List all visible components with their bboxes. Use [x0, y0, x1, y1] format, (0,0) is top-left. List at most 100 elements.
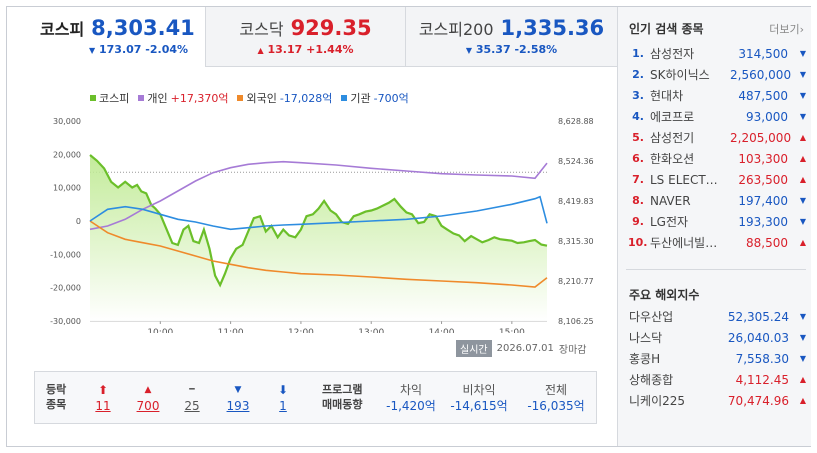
up-arrow-icon: ▲: [799, 175, 806, 184]
divider: [626, 269, 806, 270]
up-arrow-icon: ▲: [799, 133, 806, 142]
stock-price: 88,500: [746, 235, 788, 250]
index-value: 929.35: [290, 16, 372, 40]
stock-name[interactable]: NAVER: [650, 193, 691, 208]
stock-name[interactable]: 삼성전기: [650, 131, 695, 145]
sidebar: 인기 검색 종목 더보기› 1. 삼성전자 314,500 ▼ 2. SK하이닉스 2,56…: [617, 7, 811, 446]
up-arrow-icon: ▲: [799, 396, 806, 405]
popular-item[interactable]: 7. LS ELECT… 263,500 ▲: [628, 169, 806, 190]
x-tick-label: 15:00: [499, 328, 525, 333]
popular-item[interactable]: 9. LG전자 193,300 ▼: [628, 211, 806, 232]
breadth-unchanged: ━ 25: [172, 382, 212, 414]
x-tick-label: 12:00: [288, 328, 314, 333]
upper-limit-icon: ⬆: [97, 383, 109, 397]
world-index-item[interactable]: 다우산업 52,305.24 ▼: [629, 306, 806, 327]
breadth-upper-limit: ⬆ 11: [83, 382, 123, 414]
breadth-lower-limit: ⬇ 1: [263, 382, 303, 414]
program-non-arbitrage: 비차익 -14,615억: [450, 383, 508, 413]
world-index-item[interactable]: 니케이225 70,474.96 ▲: [629, 390, 806, 411]
world-index-item[interactable]: 나스닥 26,040.03 ▼: [629, 327, 806, 348]
x-tick-label: 10:00: [147, 328, 173, 333]
rank: 9.: [632, 215, 644, 228]
rank: 5.: [632, 131, 644, 144]
legend-item-kospi: 코스피: [90, 90, 129, 106]
stock-name[interactable]: 현대차: [650, 89, 684, 103]
stock-price: 197,400: [738, 193, 788, 208]
popular-item[interactable]: 1. 삼성전자 314,500 ▼: [628, 43, 806, 64]
stock-name[interactable]: LG전자: [650, 215, 689, 229]
stock-name[interactable]: 두산에너빌…: [650, 236, 718, 250]
index-name[interactable]: 니케이225: [629, 394, 686, 408]
stock-name[interactable]: 한화오션: [650, 152, 695, 166]
popular-item[interactable]: 10. 두산에너빌… 88,500 ▲: [628, 232, 806, 253]
popular-item[interactable]: 6. 한화오션 103,300 ▲: [628, 148, 806, 169]
intraday-chart: 30,000 20,000 10,000 0 -10,000 -20,000 -30,000…: [50, 117, 594, 333]
down-arrow-icon: ▼: [465, 46, 472, 55]
y-left-tick-label: 20,000: [53, 150, 81, 159]
breadth-count[interactable]: 700: [136, 399, 160, 413]
down-arrow-icon: ▼: [799, 112, 806, 121]
tab-kospi200[interactable]: 코스피200 1,335.36 ▼ 35.37 -2.58%: [405, 7, 617, 67]
world-index-item[interactable]: 홍콩H 7,558.30 ▼: [629, 348, 806, 369]
stock-name[interactable]: LS ELECT…: [650, 172, 718, 187]
rank: 1.: [632, 47, 644, 60]
stock-price: 2,560,000: [730, 67, 792, 82]
rank: 7.: [632, 173, 644, 186]
index-tabs: 코스피 8,303.41 ▼ 173.07 -2.04% 코스닥 929.35 …: [7, 7, 617, 67]
stock-name[interactable]: SK하이닉스: [650, 68, 710, 82]
chart-legend: 코스피 개인 +17,370억 외국인 -17,028억 기관 -700억: [90, 90, 409, 106]
popular-item[interactable]: 2. SK하이닉스 2,560,000 ▼: [628, 64, 806, 85]
index-name[interactable]: 홍콩H: [629, 352, 661, 366]
popular-title: 인기 검색 종목: [629, 22, 704, 36]
series-line-foreign: [89, 220, 548, 288]
y-left-tick-label: 10,000: [53, 184, 81, 193]
breadth-count[interactable]: 11: [95, 399, 111, 413]
stock-name[interactable]: 에코프로: [650, 110, 695, 124]
index-name[interactable]: 나스닥: [629, 331, 663, 345]
unchanged-icon: ━: [189, 385, 195, 395]
legend-swatch: [237, 95, 244, 101]
more-link[interactable]: 더보기›: [769, 23, 804, 36]
up-arrow-icon: ▲: [799, 154, 806, 163]
tab-kosdaq[interactable]: 코스닥 929.35 ▲ 13.17 +1.44%: [205, 7, 405, 67]
y-left-tick-label: -30,000: [50, 317, 81, 326]
tab-name: 코스피: [40, 20, 85, 39]
y-left-tick-label: 0: [76, 217, 81, 226]
world-indices-list: 다우산업 52,305.24 ▼ 나스닥 26,040.03 ▼ 홍콩H 7,558.30 ▼ 상…: [629, 306, 806, 411]
chart-date: 2026.07.01: [496, 343, 554, 354]
y-left-tick-label: 30,000: [53, 117, 81, 126]
index-change: ▼ 35.37 -2.58%: [465, 43, 558, 56]
index-change: ▲ 13.17 +1.44%: [257, 43, 354, 56]
popular-item[interactable]: 5. 삼성전기 2,205,000 ▲: [628, 127, 806, 148]
popular-item[interactable]: 8. NAVER 197,400 ▼: [628, 190, 806, 211]
y-right-tick-label: 8,524.36: [558, 157, 594, 166]
stock-name[interactable]: 삼성전자: [650, 47, 695, 61]
world-index-item[interactable]: 상해종합 4,112.45 ▲: [629, 369, 806, 390]
y-left-tick-label: -20,000: [50, 284, 81, 293]
x-tick-label: 13:00: [358, 328, 384, 333]
down-arrow-icon: ▼: [799, 333, 806, 342]
breadth-falling: ▼ 193: [218, 382, 258, 414]
popular-item[interactable]: 4. 에코프로 93,000 ▼: [628, 106, 806, 127]
index-change: ▼ 173.07 -2.04%: [89, 43, 189, 56]
program-arbitrage: 차익 -1,420억: [386, 383, 436, 413]
popular-item[interactable]: 3. 현대차 487,500 ▼: [628, 85, 806, 106]
down-arrow-icon: ▼: [799, 70, 806, 79]
market-status: 장마감: [558, 345, 587, 356]
series-line-individual: [89, 160, 548, 231]
realtime-badge[interactable]: 실시간: [456, 340, 492, 357]
breadth-count[interactable]: 1: [279, 399, 287, 413]
market-widget: 코스피 8,303.41 ▼ 173.07 -2.04% 코스닥 929.35 …: [6, 6, 811, 447]
breadth-count[interactable]: 25: [184, 399, 200, 413]
down-arrow-icon: ▼: [799, 217, 806, 226]
index-value: 8,303.41: [91, 16, 195, 40]
index-name[interactable]: 다우산업: [629, 310, 674, 324]
y-right-tick-label: 8,628.88: [558, 117, 594, 126]
tab-kospi[interactable]: 코스피 8,303.41 ▼ 173.07 -2.04%: [7, 7, 205, 67]
stock-price: 103,300: [738, 151, 788, 166]
index-value: 70,474.96: [727, 393, 789, 408]
index-name[interactable]: 상해종합: [629, 373, 674, 387]
breadth-count[interactable]: 193: [226, 399, 250, 413]
index-value: 1,335.36: [500, 16, 605, 40]
breadth-header: 등락 종목: [46, 383, 67, 411]
